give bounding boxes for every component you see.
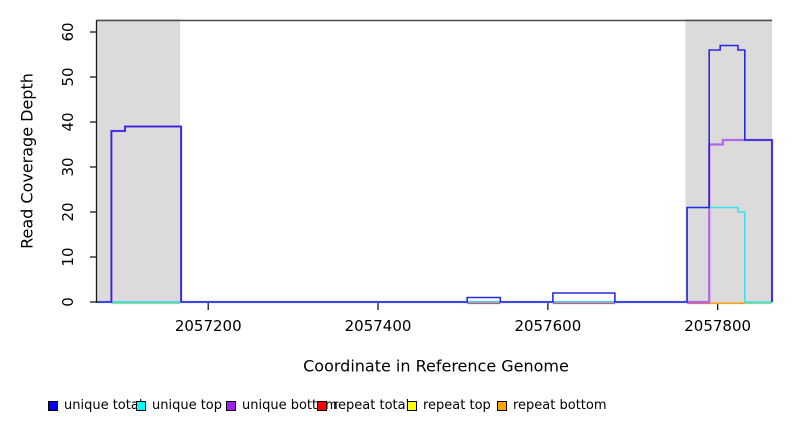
series-unique-bottom-line: [97, 125, 774, 304]
repeat-region-shading: [685, 19, 772, 303]
y-axis-label: Read Coverage Depth: [17, 73, 37, 249]
y-tick-label: 40: [59, 112, 77, 132]
x-axis-label: Coordinate in Reference Genome: [303, 356, 569, 376]
x-tick-label: 2057400: [344, 317, 412, 335]
legend-item-unique-total: unique total: [48, 398, 142, 413]
legend-item-unique-top: unique top: [136, 398, 222, 413]
legend-item-repeat-top: repeat top: [407, 398, 491, 413]
y-tick-label: 60: [59, 22, 77, 42]
y-tick-label: 20: [59, 202, 77, 222]
legend-swatch: [497, 400, 507, 411]
legend-item-label: repeat top: [423, 398, 491, 413]
legend-item-unique-bottom: unique bottom: [226, 398, 338, 413]
legend-swatch: [48, 400, 58, 411]
legend-item-label: unique total: [64, 398, 143, 413]
legend-item-label: unique bottom: [242, 398, 338, 413]
legend-item-label: unique top: [152, 398, 223, 413]
legend-item-repeat-total: repeat total: [317, 398, 409, 413]
repeat-region-shading: [97, 19, 181, 303]
legend-swatch: [317, 400, 327, 411]
legend-item-label: repeat bottom: [513, 398, 607, 413]
x-tick-label: 2057600: [514, 317, 582, 335]
y-tick-label: 30: [59, 157, 77, 177]
series-unique-total-line: [97, 44, 773, 303]
legend-item-label: repeat total: [333, 398, 410, 413]
y-tick-label: 50: [59, 67, 77, 87]
y-tick-label: 10: [59, 247, 77, 267]
x-tick-label: 2057200: [174, 317, 242, 335]
legend-swatch: [226, 400, 236, 411]
series-unique-top-line: [97, 206, 772, 303]
legend-item-repeat-bottom: repeat bottom: [497, 398, 607, 413]
y-tick-label: 0: [59, 297, 77, 307]
x-tick-label: 2057800: [684, 317, 752, 335]
legend-swatch: [407, 400, 417, 411]
legend-swatch: [136, 400, 146, 411]
